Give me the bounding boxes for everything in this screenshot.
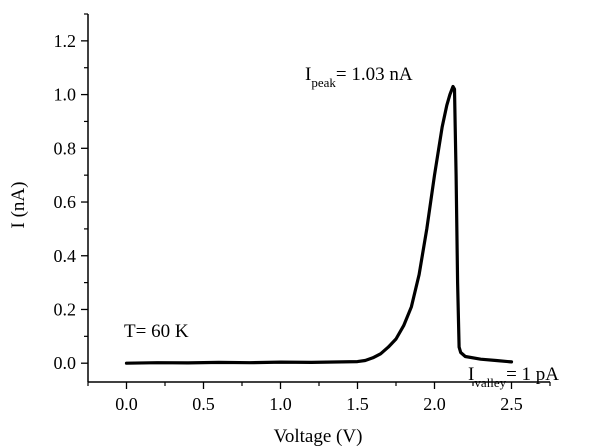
peak-annotation-sub: peak <box>311 75 336 90</box>
peak-annotation-value: = 1.03 nA <box>336 64 413 85</box>
valley-annotation: Ivalley= 1 pA <box>468 364 559 390</box>
y-axis-label: I (nA) <box>8 182 29 229</box>
y-tick-label: 0.0 <box>54 353 77 373</box>
peak-annotation-main: I <box>305 64 311 85</box>
x-tick-label: 2.0 <box>423 394 446 414</box>
x-tick-label: 2.5 <box>500 394 523 414</box>
axes: 0.0 0.5 1.0 1.5 2.0 2.5 0.0 0.2 0.4 0.6 0.8 1.0 1.2 <box>54 13 551 414</box>
peak-annotation: Ipeak= 1.03 nA <box>305 64 413 90</box>
y-tick-label: 0.8 <box>54 138 77 158</box>
y-tick-label: 1.2 <box>54 31 77 51</box>
y-tick-label: 0.2 <box>54 299 77 319</box>
series-line-0 <box>124 84 514 365</box>
plot-area <box>124 84 514 365</box>
x-tick-label: 1.5 <box>346 394 369 414</box>
y-tick-label: 1.0 <box>54 85 77 105</box>
y-tick-label: 0.6 <box>54 192 77 212</box>
y-tick-label: 0.4 <box>54 246 77 266</box>
valley-annotation-main: I <box>468 364 474 385</box>
valley-annotation-value: = 1 pA <box>506 364 559 385</box>
x-tick-label: 1.0 <box>269 394 292 414</box>
valley-annotation-sub: valley <box>474 375 506 390</box>
x-tick-label: 0.5 <box>192 394 215 414</box>
x-tick-label: 0.0 <box>115 394 138 414</box>
temperature-annotation: T= 60 K <box>124 321 189 342</box>
x-axis-label: Voltage (V) <box>274 426 363 446</box>
